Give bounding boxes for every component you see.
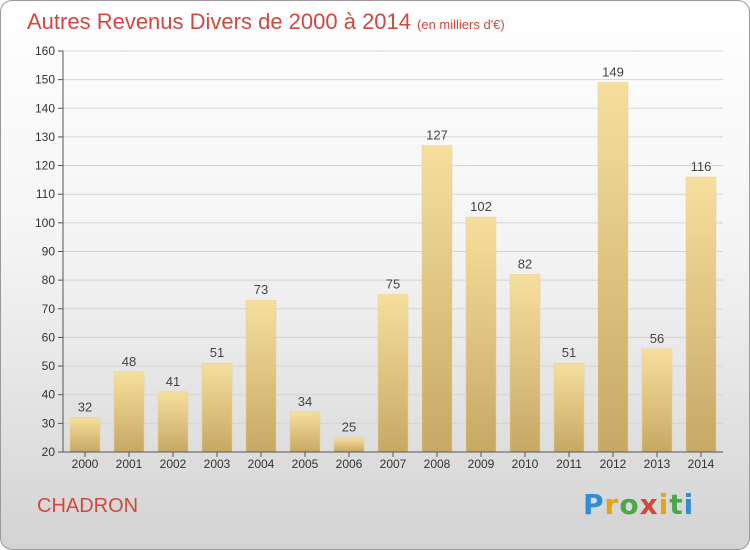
x-tick-label: 2014 bbox=[688, 457, 715, 471]
logo-letter: o bbox=[619, 488, 640, 521]
logo-letter: r bbox=[604, 488, 620, 521]
bar-2004 bbox=[245, 299, 277, 453]
y-tick-label: 160 bbox=[35, 44, 55, 58]
logo-letter: t bbox=[669, 488, 684, 521]
y-tick-label: 60 bbox=[42, 330, 56, 344]
commune-name: CHADRON bbox=[37, 495, 139, 517]
y-tick-label: 120 bbox=[35, 159, 55, 173]
y-tick-label: 80 bbox=[42, 273, 56, 287]
data-label-2006: 25 bbox=[342, 420, 356, 435]
bar-2000 bbox=[69, 417, 101, 453]
x-tick-label: 2006 bbox=[336, 457, 363, 471]
data-label-2010: 82 bbox=[518, 256, 532, 271]
x-tick-label: 2012 bbox=[600, 457, 627, 471]
bar-2013 bbox=[641, 348, 673, 453]
data-label-2007: 75 bbox=[386, 276, 400, 291]
x-tick-label: 2013 bbox=[644, 457, 671, 471]
bar-2011 bbox=[553, 362, 585, 453]
x-tick-label: 2005 bbox=[292, 457, 319, 471]
data-label-2013: 56 bbox=[650, 331, 664, 346]
y-tick-label: 100 bbox=[35, 216, 55, 230]
title-text: Autres Revenus Divers de 2000 à 2014 bbox=[27, 9, 412, 34]
x-tick-label: 2011 bbox=[556, 457, 582, 471]
data-label-2005: 34 bbox=[298, 394, 312, 409]
bar-2006 bbox=[333, 437, 365, 453]
proxiti-logo: Proxiti bbox=[583, 488, 694, 521]
bar-2001 bbox=[113, 371, 145, 453]
x-tick-label: 2002 bbox=[160, 457, 187, 471]
x-tick-label: 2003 bbox=[204, 457, 231, 471]
logo-letter: i bbox=[658, 488, 670, 521]
bar-2008 bbox=[421, 145, 453, 453]
chart-title: Autres Revenus Divers de 2000 à 2014 (en … bbox=[27, 9, 505, 35]
x-tick-label: 2001 bbox=[116, 457, 143, 471]
y-tick-label: 130 bbox=[35, 130, 55, 144]
logo-letter: x bbox=[639, 488, 659, 521]
x-tick-label: 2000 bbox=[72, 457, 99, 471]
bar-2002 bbox=[157, 391, 189, 453]
title-unit: (en milliers d'€) bbox=[417, 17, 505, 32]
y-tick-label: 150 bbox=[35, 73, 55, 87]
x-tick-label: 2004 bbox=[248, 457, 275, 471]
logo-letter: i bbox=[683, 488, 695, 521]
data-label-2002: 41 bbox=[166, 374, 180, 389]
y-tick-labels: 20 30 40 50 60 70 80 90 100 110 120 130 140 150 160 bbox=[35, 44, 55, 459]
y-tick-label: 140 bbox=[35, 101, 55, 115]
bars bbox=[69, 82, 717, 457]
data-label-2001: 48 bbox=[122, 354, 136, 369]
data-label-2014: 116 bbox=[691, 159, 712, 174]
y-tick-label: 30 bbox=[42, 416, 56, 430]
y-tick-label: 110 bbox=[36, 187, 55, 201]
y-tick-label: 50 bbox=[42, 359, 56, 373]
bar-2005 bbox=[289, 411, 321, 453]
x-tick-label: 2008 bbox=[424, 457, 451, 471]
y-tick-label: 20 bbox=[42, 445, 56, 459]
x-tick-label: 2007 bbox=[380, 457, 407, 471]
data-label-2012: 149 bbox=[602, 65, 624, 80]
data-label-2009: 102 bbox=[470, 199, 492, 214]
data-label-2004: 73 bbox=[254, 282, 268, 297]
logo-letter: P bbox=[583, 488, 605, 521]
x-tick-labels: 2000 2001 2002 2003 2004 2005 2006 2007 2008 2009… bbox=[72, 457, 715, 471]
data-label-2000: 32 bbox=[78, 400, 92, 415]
data-labels: 32 48 41 51 73 34 25 75 127 102 82 51 149 56 116 bbox=[78, 65, 712, 435]
data-label-2011: 51 bbox=[562, 345, 576, 360]
bar-2003 bbox=[201, 362, 233, 453]
y-tick-label: 40 bbox=[42, 388, 56, 402]
bar-2007 bbox=[377, 294, 409, 453]
data-label-2003: 51 bbox=[210, 345, 224, 360]
axes bbox=[62, 51, 723, 453]
y-tick-label: 70 bbox=[42, 302, 56, 316]
x-tick-label: 2009 bbox=[468, 457, 495, 471]
y-tick-label: 90 bbox=[42, 245, 56, 259]
bar-2012 bbox=[597, 82, 629, 453]
bar-2014 bbox=[685, 176, 717, 453]
bar-2010 bbox=[509, 274, 541, 453]
x-tick-label: 2010 bbox=[512, 457, 539, 471]
data-label-2008: 127 bbox=[426, 128, 448, 143]
bar-2009 bbox=[465, 216, 497, 453]
